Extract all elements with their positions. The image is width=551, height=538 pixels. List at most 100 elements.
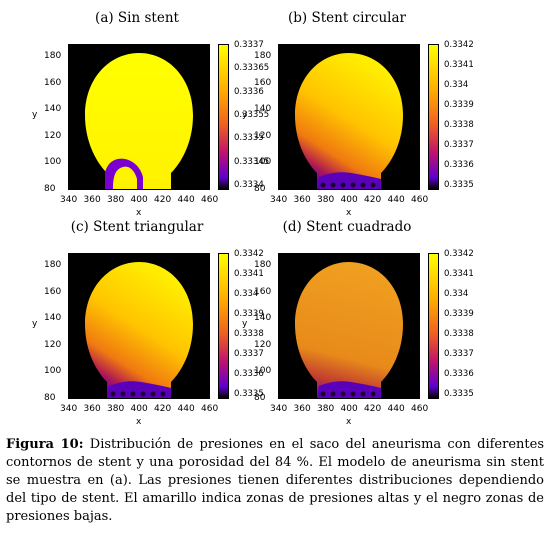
y-tick-label: 80 — [254, 183, 266, 194]
y-tick-label: 80 — [44, 183, 56, 194]
colorbar-tick-label: 0.3336 — [234, 369, 264, 379]
y-tick-label: 140 — [44, 313, 62, 323]
colorbar — [428, 44, 439, 190]
colorbar-tick-label: 0.3342 — [444, 40, 474, 50]
x-tick-label: 400 — [130, 195, 148, 205]
aneurysm-sac — [85, 53, 193, 189]
panel-title: (c) Stent triangular — [70, 219, 204, 235]
x-tick-label: 360 — [293, 195, 311, 205]
x-tick-label: 360 — [83, 404, 101, 414]
y-axis-label: y — [242, 319, 248, 329]
panel-a: (a) Sin stent 180 160 140 120 100 80 340 360 380 4… — [2, 10, 272, 220]
stent-strut — [340, 182, 346, 188]
x-tick-label: 380 — [107, 195, 125, 205]
stent-strut — [320, 182, 326, 188]
y-tick-label: 140 — [254, 313, 272, 323]
y-tick-label: 160 — [44, 286, 62, 297]
colorbar-tick-label: 0.3342 — [234, 249, 264, 259]
x-tick-label: 380 — [317, 195, 335, 205]
pressure-map — [278, 253, 420, 399]
panel-title: (a) Sin stent — [95, 10, 179, 26]
panel-c: (c) Stent triangular 180 160 140 120 100 80 340… — [2, 219, 272, 429]
y-tick-label: 160 — [254, 77, 272, 88]
colorbar-tick-label: 0.3338 — [234, 329, 264, 339]
aneurysm-sac — [85, 262, 193, 398]
x-tick-label: 340 — [270, 195, 288, 205]
colorbar-tick-label: 0.3336 — [444, 369, 474, 379]
y-tick-label: 100 — [44, 366, 62, 376]
colorbar-tick-label: 0.334 — [444, 289, 469, 299]
colorbar-tick-label: 0.3334 — [234, 180, 264, 190]
y-tick-label: 180 — [254, 51, 272, 61]
x-tick-label: 420 — [154, 404, 172, 414]
colorbar-tick-label: 0.334 — [234, 289, 259, 299]
stent-strut — [330, 182, 336, 188]
x-axis-label: x — [136, 208, 142, 218]
x-tick-label: 460 — [201, 195, 219, 205]
y-tick-label: 120 — [254, 339, 272, 350]
y-tick-label: 80 — [254, 392, 266, 403]
colorbar-tick-label: 0.3335 — [444, 389, 474, 399]
caption-label: Figura 10: — [6, 437, 84, 452]
pressure-map — [68, 253, 210, 399]
panel-title: (d) Stent cuadrado — [282, 219, 412, 235]
stent-strut — [370, 182, 376, 188]
x-axis-label: x — [346, 208, 352, 218]
x-axis-label: x — [346, 417, 352, 427]
pressure-map — [68, 44, 210, 190]
y-tick-label: 120 — [44, 339, 62, 350]
y-tick-label: 140 — [44, 104, 62, 114]
colorbar-tick-label: 0.3341 — [234, 269, 264, 279]
y-axis-label: y — [242, 110, 248, 120]
colorbar-tick-label: 0.3339 — [444, 309, 474, 319]
stent-strut — [350, 391, 356, 397]
y-tick-label: 120 — [254, 130, 272, 141]
y-tick-label: 180 — [44, 51, 62, 61]
colorbar-tick-label: 0.3338 — [444, 329, 474, 339]
x-tick-label: 420 — [154, 195, 172, 205]
stent-strut — [150, 391, 156, 397]
y-tick-label: 140 — [254, 104, 272, 114]
stent-strut — [120, 391, 126, 397]
x-tick-label: 340 — [270, 404, 288, 414]
colorbar-tick-label: 0.33345 — [234, 156, 270, 167]
colorbar — [218, 253, 229, 399]
x-tick-label: 440 — [387, 195, 405, 205]
figure-caption: Figura 10: Distribución de presiones en … — [6, 436, 544, 526]
x-tick-label: 460 — [411, 195, 429, 205]
colorbar-tick-label: 0.3336 — [234, 86, 264, 97]
stent-strut — [140, 391, 146, 397]
panel-title: (b) Stent circular — [288, 10, 406, 26]
aneurysm-sac — [295, 262, 403, 398]
colorbar — [218, 44, 229, 190]
x-tick-label: 420 — [364, 195, 382, 205]
colorbar-tick-label: 0.3342 — [444, 249, 474, 259]
stent-strut — [160, 391, 166, 397]
x-tick-label: 440 — [177, 404, 195, 414]
y-axis-label: y — [32, 319, 38, 329]
stent-strut — [340, 391, 346, 397]
caption-text: Distribución de presiones en el saco del… — [6, 437, 544, 524]
x-tick-label: 340 — [60, 404, 78, 414]
x-tick-label: 460 — [201, 404, 219, 414]
x-tick-label: 400 — [130, 404, 148, 414]
y-tick-label: 180 — [44, 260, 62, 270]
x-tick-label: 360 — [83, 195, 101, 205]
colorbar-tick-label: 0.33365 — [234, 63, 270, 74]
x-tick-label: 400 — [340, 404, 358, 414]
stent-strut — [130, 391, 136, 397]
colorbar-tick-label: 0.3336 — [444, 160, 474, 170]
x-tick-label: 420 — [364, 404, 382, 414]
x-tick-label: 360 — [293, 404, 311, 414]
y-tick-label: 100 — [254, 366, 272, 376]
colorbar-tick-label: 0.334 — [444, 80, 469, 90]
x-tick-label: 340 — [60, 195, 78, 205]
stent-strut — [350, 182, 356, 188]
colorbar-tick-label: 0.3337 — [234, 40, 264, 50]
y-tick-label: 180 — [254, 260, 272, 270]
y-tick-label: 80 — [44, 392, 56, 403]
x-tick-label: 460 — [411, 404, 429, 414]
stent-strut — [330, 391, 336, 397]
y-tick-label: 100 — [44, 157, 62, 167]
colorbar-tick-label: 0.3338 — [444, 120, 474, 130]
